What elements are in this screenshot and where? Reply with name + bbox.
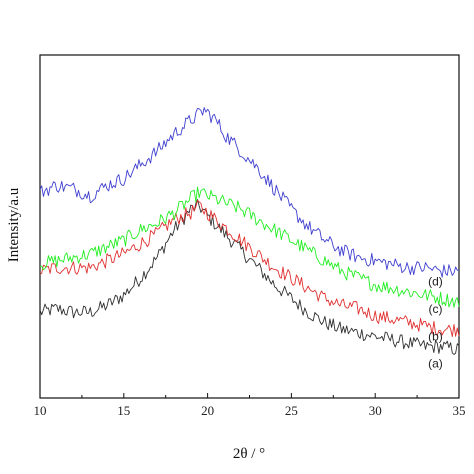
series-line-a bbox=[39, 199, 460, 355]
x-tick-label: 35 bbox=[453, 403, 466, 418]
y-axis-title: Intensity/a.u bbox=[6, 187, 22, 262]
curve-label: (b) bbox=[428, 329, 443, 343]
curve-label: (a) bbox=[428, 357, 443, 371]
series-line-b bbox=[39, 199, 460, 337]
ticks-group: 10 15 20 25 30 35 bbox=[34, 393, 466, 418]
x-tick-label: 20 bbox=[201, 403, 214, 418]
x-tick-label: 10 bbox=[34, 403, 47, 418]
curve-label: (d) bbox=[428, 274, 443, 288]
labels-group: (d) (c) (b) (a) bbox=[428, 274, 443, 370]
x-tick-label: 30 bbox=[369, 403, 382, 418]
series-line-d bbox=[39, 107, 460, 278]
series-line-c bbox=[39, 186, 460, 308]
x-axis-title: 2θ / ° bbox=[233, 446, 265, 462]
curve-label: (c) bbox=[428, 302, 442, 316]
x-tick-label: 15 bbox=[117, 403, 130, 418]
series-group bbox=[39, 107, 460, 355]
x-tick-label: 25 bbox=[285, 403, 298, 418]
plot-frame-group bbox=[39, 54, 460, 399]
plot-frame bbox=[39, 54, 460, 399]
